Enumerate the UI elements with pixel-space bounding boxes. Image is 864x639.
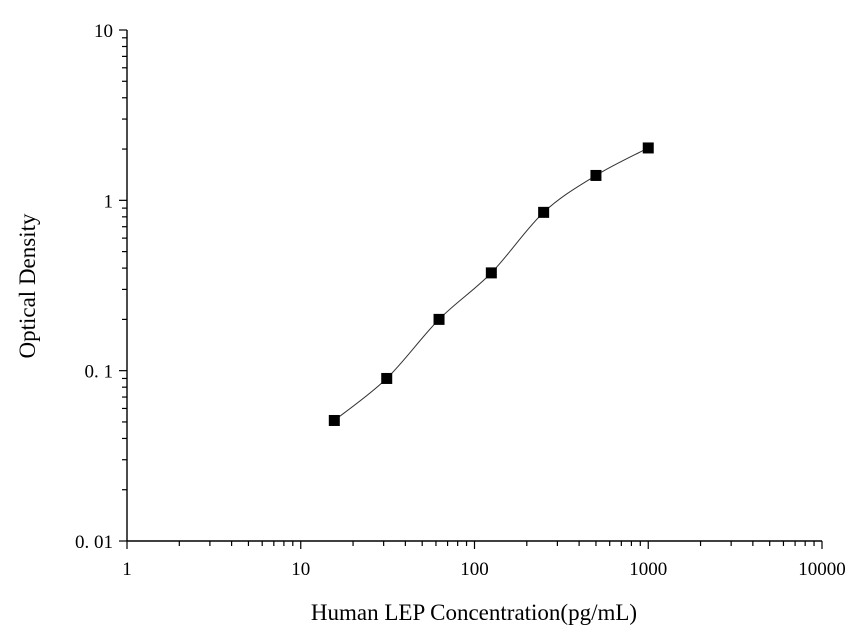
data-point: [485, 267, 497, 279]
y-axis-title: Optical Density: [15, 213, 40, 358]
data-points: [328, 142, 654, 426]
axis-ticks: [119, 29, 823, 549]
data-point: [328, 414, 340, 426]
data-point: [642, 142, 654, 154]
x-tick-label: 1000: [629, 559, 667, 580]
x-tick-label: 10000: [798, 559, 846, 580]
y-tick-label: 0. 01: [75, 532, 113, 553]
x-tick-label: 1: [122, 559, 132, 580]
y-tick-label: 1: [104, 191, 114, 212]
y-tick-label: 10: [94, 21, 113, 42]
x-tick-label: 100: [460, 559, 489, 580]
y-tick-labels: 0. 01 0. 1 1 10: [75, 21, 113, 553]
x-tick-labels: 1 10 100 1000 10000: [122, 559, 846, 580]
data-point: [433, 313, 445, 325]
data-point: [590, 169, 602, 181]
data-point: [538, 206, 550, 218]
x-axis-title: Human LEP Concentration(pg/mL): [311, 600, 637, 625]
y-tick-label: 0. 1: [85, 362, 114, 383]
x-tick-label: 10: [291, 559, 310, 580]
data-point: [381, 372, 393, 384]
